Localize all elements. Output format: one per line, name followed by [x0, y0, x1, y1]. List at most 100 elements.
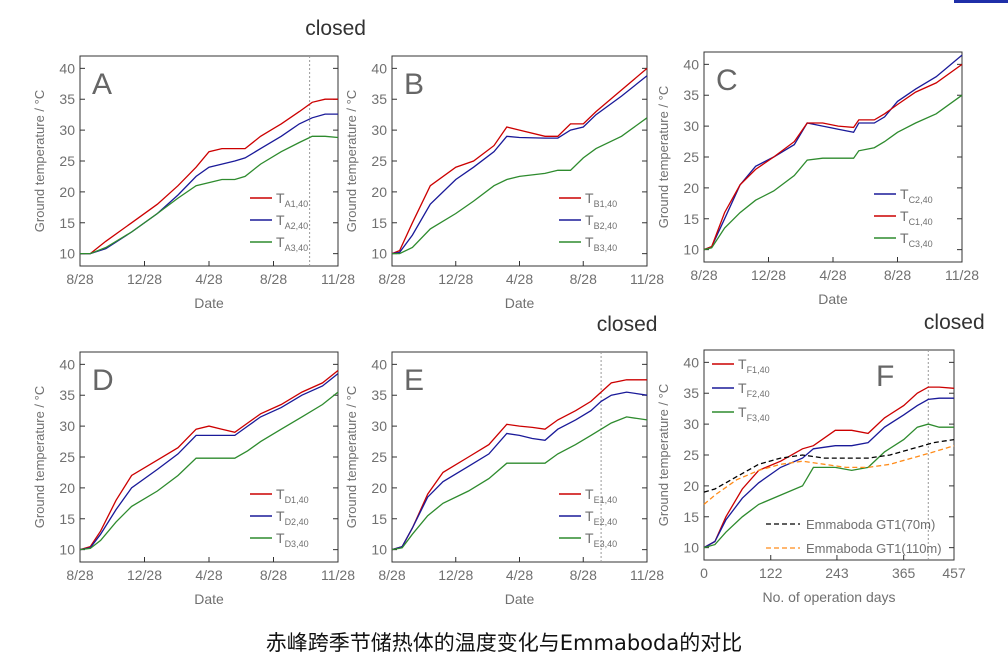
legend-subscript: A2,40	[285, 221, 309, 231]
x-tick-label: 12/28	[438, 271, 473, 287]
x-axis-title: Date	[194, 591, 224, 607]
series-line	[703, 445, 955, 505]
series-line	[392, 117, 648, 255]
x-axis-title: Date	[194, 295, 224, 311]
legend-label: TB3,40	[585, 234, 617, 253]
legend-subscript: A3,40	[285, 243, 309, 253]
y-tick-label: 10	[59, 542, 75, 558]
panel-a: 10 15 20 25 30 35 40 8/28 12/28 4/28 8/28 11/28 Date…	[32, 17, 366, 311]
x-tick-label: 11/28	[630, 271, 664, 287]
y-tick-label: 35	[371, 91, 387, 107]
y-tick-label: 30	[683, 118, 699, 134]
legend-subscript: C3,40	[909, 239, 933, 249]
y-tick-label: 30	[683, 416, 699, 432]
y-tick-label: 25	[683, 447, 699, 463]
legend-subscript: B3,40	[594, 243, 618, 253]
panel-d: 10 15 20 25 30 35 40 8/28 12/28 4/28 8/28 11/28 Date…	[32, 351, 355, 607]
y-tick-label: 35	[59, 387, 75, 403]
x-tick-label: 12/28	[127, 271, 162, 287]
x-tick-label: 4/28	[506, 567, 533, 583]
legend-label: TD1,40	[276, 486, 309, 505]
y-tick-label: 40	[371, 60, 387, 76]
legend-subscript: D3,40	[285, 539, 309, 549]
series-line	[703, 397, 954, 549]
series-line	[80, 135, 339, 255]
legend-subscript: C2,40	[909, 195, 933, 205]
plot-frame	[703, 51, 963, 263]
figure-caption: 赤峰跨季节储热体的温度变化与Emmaboda的对比	[265, 631, 743, 655]
legend-label: TF1,40	[738, 356, 770, 375]
x-tick-label: 12/28	[127, 567, 162, 583]
x-tick-label: 122	[759, 565, 783, 581]
legend-label: TF3,40	[738, 404, 770, 423]
y-tick-label: 10	[371, 246, 387, 262]
x-axis-title: Date	[818, 291, 848, 307]
y-tick-label: 25	[683, 149, 699, 165]
series-line	[79, 391, 339, 551]
y-axis-title: Ground temperature / °C	[656, 86, 671, 229]
y-tick-label: 40	[59, 356, 75, 372]
y-axis-title: Ground temperature / °C	[32, 386, 47, 529]
x-tick-label: 8/28	[66, 271, 93, 287]
legend-subscript: F1,40	[747, 365, 770, 375]
series-line	[391, 75, 648, 255]
y-tick-label: 25	[371, 153, 387, 169]
legend-label: TA3,40	[276, 234, 308, 253]
y-tick-label: 10	[371, 542, 387, 558]
x-tick-label: 457	[942, 565, 966, 581]
y-tick-label: 25	[59, 449, 75, 465]
y-tick-label: 10	[59, 246, 75, 262]
y-tick-label: 15	[683, 211, 699, 227]
legend-label: Emmaboda GT1(70m)	[806, 517, 935, 532]
legend-subscript: C1,40	[909, 217, 933, 227]
panel-letter: B	[404, 68, 424, 101]
legend-subscript: E2,40	[594, 517, 618, 527]
y-tick-label: 20	[59, 480, 75, 496]
series-line	[391, 379, 647, 551]
y-tick-label: 30	[371, 418, 387, 434]
series-line	[391, 67, 648, 255]
x-tick-label: 8/28	[378, 567, 405, 583]
x-tick-label: 12/28	[438, 567, 473, 583]
panel-c: 10 15 20 25 30 35 40 8/28 12/28 4/28 8/28 11/28 Date…	[656, 51, 979, 307]
y-axis-title: Ground temperature / °C	[656, 384, 671, 527]
x-axis-title: Date	[505, 295, 535, 311]
x-tick-label: 8/28	[260, 271, 287, 287]
legend-label: TC2,40	[900, 186, 933, 205]
series-line	[703, 423, 954, 549]
x-tick-label: 4/28	[819, 267, 846, 283]
y-tick-label: 40	[371, 356, 387, 372]
closed-label: closed	[924, 311, 985, 334]
panel-letter: C	[716, 64, 738, 97]
y-tick-label: 35	[59, 91, 75, 107]
x-tick-label: 243	[825, 565, 849, 581]
series-line	[703, 438, 955, 493]
x-tick-label: 4/28	[195, 567, 222, 583]
y-tick-label: 25	[59, 153, 75, 169]
legend-subscript: E3,40	[594, 539, 618, 549]
y-tick-label: 25	[371, 449, 387, 465]
legend-subscript: F2,40	[747, 389, 770, 399]
y-tick-label: 15	[371, 215, 387, 231]
legend-label: TD2,40	[276, 508, 309, 527]
x-tick-label: 12/28	[751, 267, 786, 283]
y-tick-label: 15	[59, 511, 75, 527]
plot-frame	[79, 351, 339, 563]
y-tick-label: 10	[683, 242, 699, 258]
x-tick-label: 8/28	[690, 267, 717, 283]
legend-label: TE2,40	[585, 508, 617, 527]
panel-f: 10 15 20 25 30 35 40 0 122 243 365 457 No. of operat…	[656, 311, 985, 605]
x-tick-label: 8/28	[260, 567, 287, 583]
legend-label: TD3,40	[276, 530, 309, 549]
y-tick-label: 40	[683, 354, 699, 370]
y-tick-label: 30	[59, 122, 75, 138]
y-tick-label: 10	[683, 540, 699, 556]
panel-b: 10 15 20 25 30 35 40 8/28 12/28 4/28 8/28 11/28 Date…	[344, 55, 664, 311]
y-tick-label: 40	[59, 60, 75, 76]
x-tick-label: 11/28	[945, 267, 979, 283]
y-axis-title: Ground temperature / °C	[32, 90, 47, 233]
y-tick-label: 15	[371, 511, 387, 527]
panel-letter: A	[92, 68, 112, 101]
closed-label: closed	[305, 17, 366, 40]
x-tick-label: 0	[700, 565, 708, 581]
